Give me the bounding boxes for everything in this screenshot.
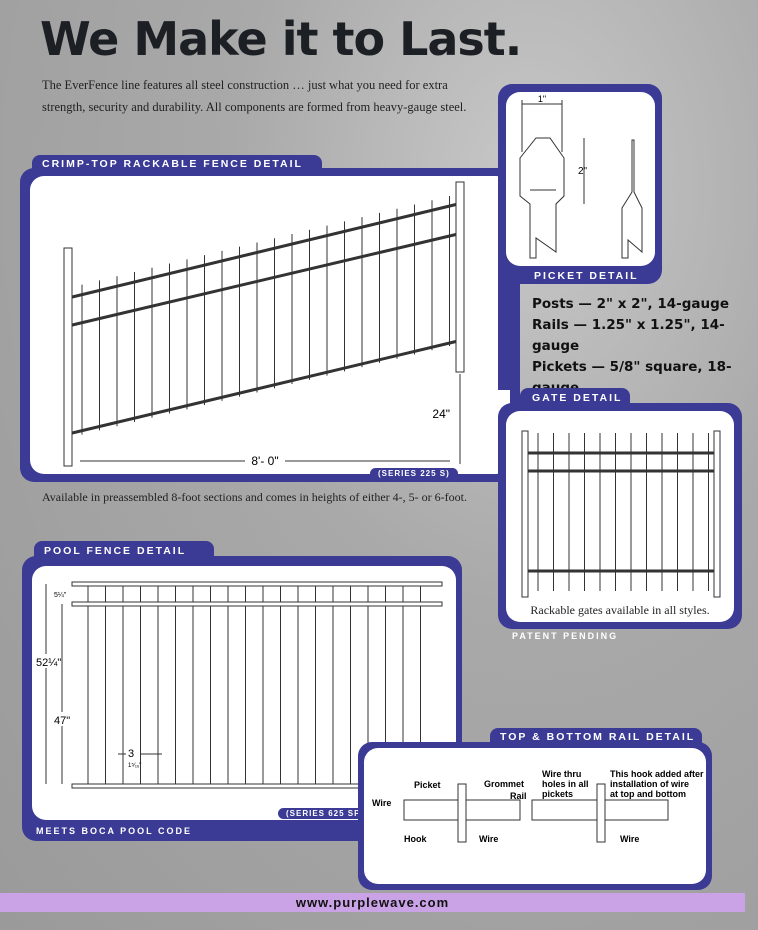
pool-total-label: 52¼" [36, 657, 61, 669]
rail-hook-label: Hook [404, 834, 427, 844]
picket-width-label: 1" [538, 94, 546, 104]
rail-thru-1: Wire thru [542, 769, 581, 779]
rail-drawing-area: Wire Picket Grommet Rail Hook Wire Wire … [364, 748, 706, 884]
website-strip[interactable]: www.purplewave.com [0, 893, 745, 912]
pool-series-badge: (SERIES 625 SP) [278, 808, 373, 819]
crimp-series-badge: (SERIES 225 S) [370, 468, 458, 479]
picket-label: PICKET DETAIL [534, 270, 639, 282]
crimp-rail-mid [67, 232, 459, 328]
crimp-tab [32, 155, 322, 175]
pool-inner-label: 47" [54, 715, 70, 727]
picket-strip [498, 270, 520, 390]
rail-tab [490, 728, 702, 748]
rail-added-3: at top and bottom [610, 789, 686, 799]
pool-spacing-frac: 1⁵⁄₁₆" [128, 762, 141, 769]
gate-label: GATE DETAIL [532, 392, 623, 404]
rail-drawing: Wire Picket Grommet Rail Hook Wire Wire … [372, 769, 704, 844]
rail-wire-label: Wire [372, 798, 391, 808]
crimp-rack-label: 24" [432, 407, 450, 421]
rail-rail-label: Rail [510, 791, 527, 801]
gate-tab [520, 388, 630, 408]
crimp-drawing-area: 8'- 0" 24" [30, 176, 510, 474]
pool-tab [34, 541, 214, 561]
rail-added-1: This hook added after [610, 769, 704, 779]
rail-label: TOP & BOTTOM RAIL DETAIL [500, 731, 696, 743]
crimp-post-right [455, 181, 465, 373]
picket-drawing-area: 1" 2" [506, 92, 655, 266]
crimp-rail-top [67, 202, 459, 300]
crimp-fence-drawing: 8'- 0" 24" [63, 181, 465, 468]
spec-posts: Posts — 2" x 2", 14-gauge [532, 296, 729, 312]
gate-footer: PATENT PENDING [512, 631, 619, 641]
crimp-caption: Available in preassembled 8-foot section… [42, 490, 467, 504]
rail-thru-2: holes in all [542, 779, 589, 789]
crimp-width-label: 8'- 0" [251, 454, 278, 468]
crimp-label: CRIMP-TOP RACKABLE FENCE DETAIL [42, 158, 303, 170]
rail-thru-3: pickets [542, 789, 573, 799]
rail-wire3-label: Wire [620, 834, 639, 844]
pool-label: POOL FENCE DETAIL [44, 545, 187, 557]
gate-drawing-area: Rackable gates available in all styles. [506, 411, 734, 622]
rail-picket-label: Picket [414, 780, 441, 790]
page-title: We Make it to Last. [40, 12, 522, 66]
gate-drawing [521, 430, 721, 598]
rail-grommet-label: Grommet [484, 779, 524, 789]
pool-footer: MEETS BOCA POOL CODE [36, 826, 193, 836]
spec-rails: Rails — 1.25" x 1.25", 14-gauge [532, 317, 725, 354]
gate-caption: Rackable gates available in all styles. [530, 603, 710, 617]
crimp-rail-bottom [67, 339, 459, 436]
rail-wire2-label: Wire [479, 834, 498, 844]
pool-fence-drawing: 52¼" 47" 5¼" 3 1⁵⁄₁₆" [34, 581, 443, 789]
crimp-post-left [63, 247, 73, 467]
pool-spacing-label: 3 [128, 748, 134, 760]
intro-text: The EverFence line features all steel co… [42, 78, 467, 114]
specs-list: Posts — 2" x 2", 14-gauge Rails — 1.25" … [532, 294, 758, 399]
pool-top-label: 5¼" [54, 592, 67, 599]
picket-drawing: 1" 2" [519, 94, 643, 259]
rail-added-2: installation of wire [610, 779, 689, 789]
picket-height-label: 2" [578, 166, 588, 177]
